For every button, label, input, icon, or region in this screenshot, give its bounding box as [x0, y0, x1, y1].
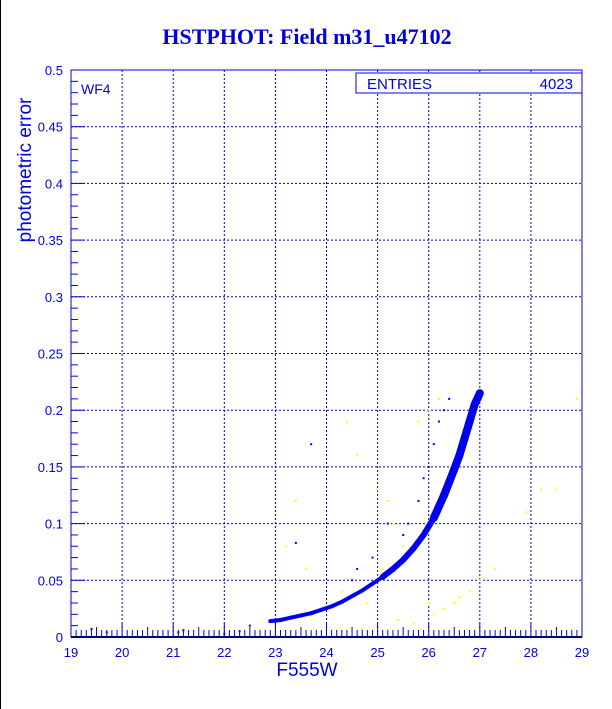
points — [90, 389, 578, 635]
x-axis-label: F555W — [276, 660, 337, 681]
primary-band — [360, 581, 375, 593]
secondary-point — [443, 607, 446, 610]
y-tick-label: 0.3 — [45, 290, 63, 305]
secondary-point — [494, 567, 497, 570]
secondary-point — [575, 397, 578, 400]
secondary-point — [402, 545, 405, 548]
secondary-point — [432, 613, 435, 616]
primary-point — [448, 397, 451, 400]
secondary-point — [340, 590, 343, 593]
secondary-point — [453, 601, 456, 604]
x-tick-label: 23 — [268, 645, 282, 660]
y-axis-label: photometric error — [15, 97, 36, 242]
secondary-point — [356, 454, 359, 457]
secondary-point — [412, 622, 415, 625]
x-tick-label: 29 — [575, 645, 589, 660]
y-tick-label: 0.25 — [38, 347, 63, 362]
secondary-point — [381, 567, 384, 570]
y-tick-label: 0.35 — [38, 233, 63, 248]
x-tick-label: 21 — [166, 645, 180, 660]
secondary-point — [524, 511, 527, 514]
secondary-point — [417, 420, 420, 423]
secondary-point — [397, 618, 400, 621]
primary-point — [422, 477, 425, 480]
secondary-point — [345, 420, 348, 423]
primary-band — [470, 389, 484, 409]
primary-point — [417, 499, 420, 502]
y-tick-label: 0.5 — [45, 63, 63, 78]
primary-point — [432, 443, 435, 446]
y-tick-label: 0 — [56, 630, 63, 645]
x-tick-label: 19 — [64, 645, 78, 660]
stats-box: ENTRIES 4023 — [355, 72, 583, 94]
x-tick-label: 22 — [217, 645, 231, 660]
secondary-point — [555, 488, 558, 491]
stats-label: ENTRIES — [367, 76, 432, 93]
primary-point — [407, 522, 410, 525]
secondary-point — [284, 545, 287, 548]
primary-point — [402, 533, 405, 536]
y-tick-label: 0.15 — [38, 460, 63, 475]
y-tick-label: 0.1 — [45, 517, 63, 532]
secondary-point — [468, 590, 471, 593]
x-tick-label: 27 — [473, 645, 487, 660]
secondary-point — [366, 601, 369, 604]
secondary-point — [386, 499, 389, 502]
primary-point — [371, 556, 374, 559]
primary-point — [248, 624, 251, 627]
secondary-point — [437, 397, 440, 400]
secondary-point — [294, 499, 297, 502]
axes: 19 20 21 22 23 24 25 26 27 28 29 0 0.05 0.1 0.15 0.2 0.2… — [38, 63, 590, 660]
primary-band — [440, 465, 459, 500]
primary-point — [443, 409, 446, 412]
x-tick-label: 20 — [115, 645, 129, 660]
primary-point — [351, 579, 354, 582]
chart-title: HSTPHOT: Field m31_u47102 — [162, 24, 452, 49]
primary-point — [294, 541, 297, 544]
y-tick-label: 0.4 — [45, 176, 63, 191]
secondary-point — [478, 579, 481, 582]
primary-point — [90, 628, 93, 631]
secondary-point — [427, 409, 430, 412]
secondary-point — [427, 601, 430, 604]
secondary-point — [376, 488, 379, 491]
primary-point — [427, 465, 430, 468]
stats-value: 4023 — [540, 76, 573, 93]
grid — [71, 70, 582, 637]
x-tick-label: 24 — [319, 645, 333, 660]
annotation: WF4 — [81, 81, 111, 97]
primary-band — [429, 491, 449, 522]
x-tick-label: 28 — [524, 645, 538, 660]
y-tick-label: 0.45 — [38, 120, 63, 135]
secondary-point — [391, 522, 394, 525]
secondary-point — [458, 596, 461, 599]
y-tick-label: 0.2 — [45, 403, 63, 418]
x-tick-label: 25 — [370, 645, 384, 660]
primary-point — [386, 522, 389, 525]
primary-point — [356, 567, 359, 570]
secondary-point — [361, 628, 364, 631]
x-tick-label: 26 — [421, 645, 435, 660]
plot-frame — [70, 69, 583, 638]
secondary-point — [305, 567, 308, 570]
y-tick-label: 0.05 — [38, 573, 63, 588]
primary-point — [437, 420, 440, 423]
secondary-point — [540, 488, 543, 491]
primary-point — [310, 443, 313, 446]
